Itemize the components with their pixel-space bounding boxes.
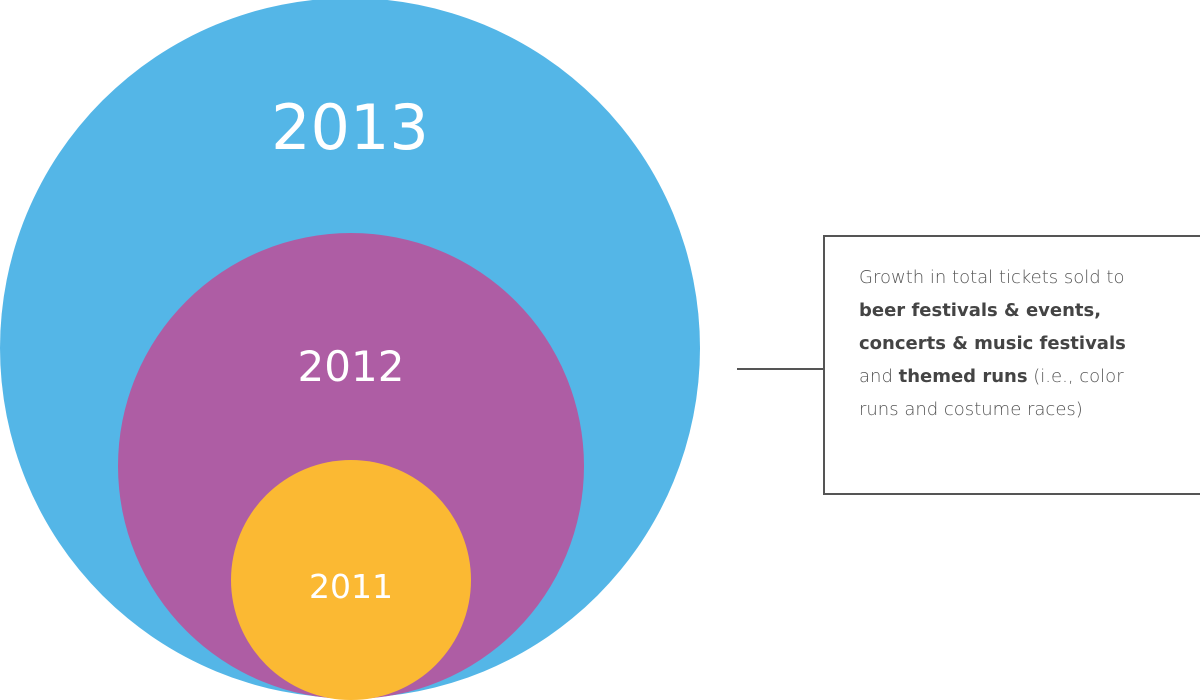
callout-line-concerts: concerts & music festivals: [859, 333, 1126, 354]
callout-and-text: and: [859, 366, 899, 387]
callout-example-text: (i.e., color: [1027, 366, 1124, 387]
year-label-2013: 2013: [271, 91, 429, 164]
callout-box: Growth in total tickets sold to beer fes…: [823, 235, 1200, 495]
year-label-2011: 2011: [309, 567, 393, 606]
connector-line: [737, 368, 824, 370]
callout-line-themed-runs: and themed runs (i.e., color: [859, 360, 1200, 393]
callout-line-1: Growth in total tickets sold to: [859, 267, 1125, 288]
callout-line-beer-festivals: beer festivals & events,: [859, 300, 1102, 321]
year-label-2012: 2012: [298, 342, 405, 391]
callout-themed-runs-bold: themed runs: [898, 366, 1028, 387]
circle-2011: [231, 460, 471, 700]
callout-line-5: runs and costume races): [859, 399, 1083, 420]
